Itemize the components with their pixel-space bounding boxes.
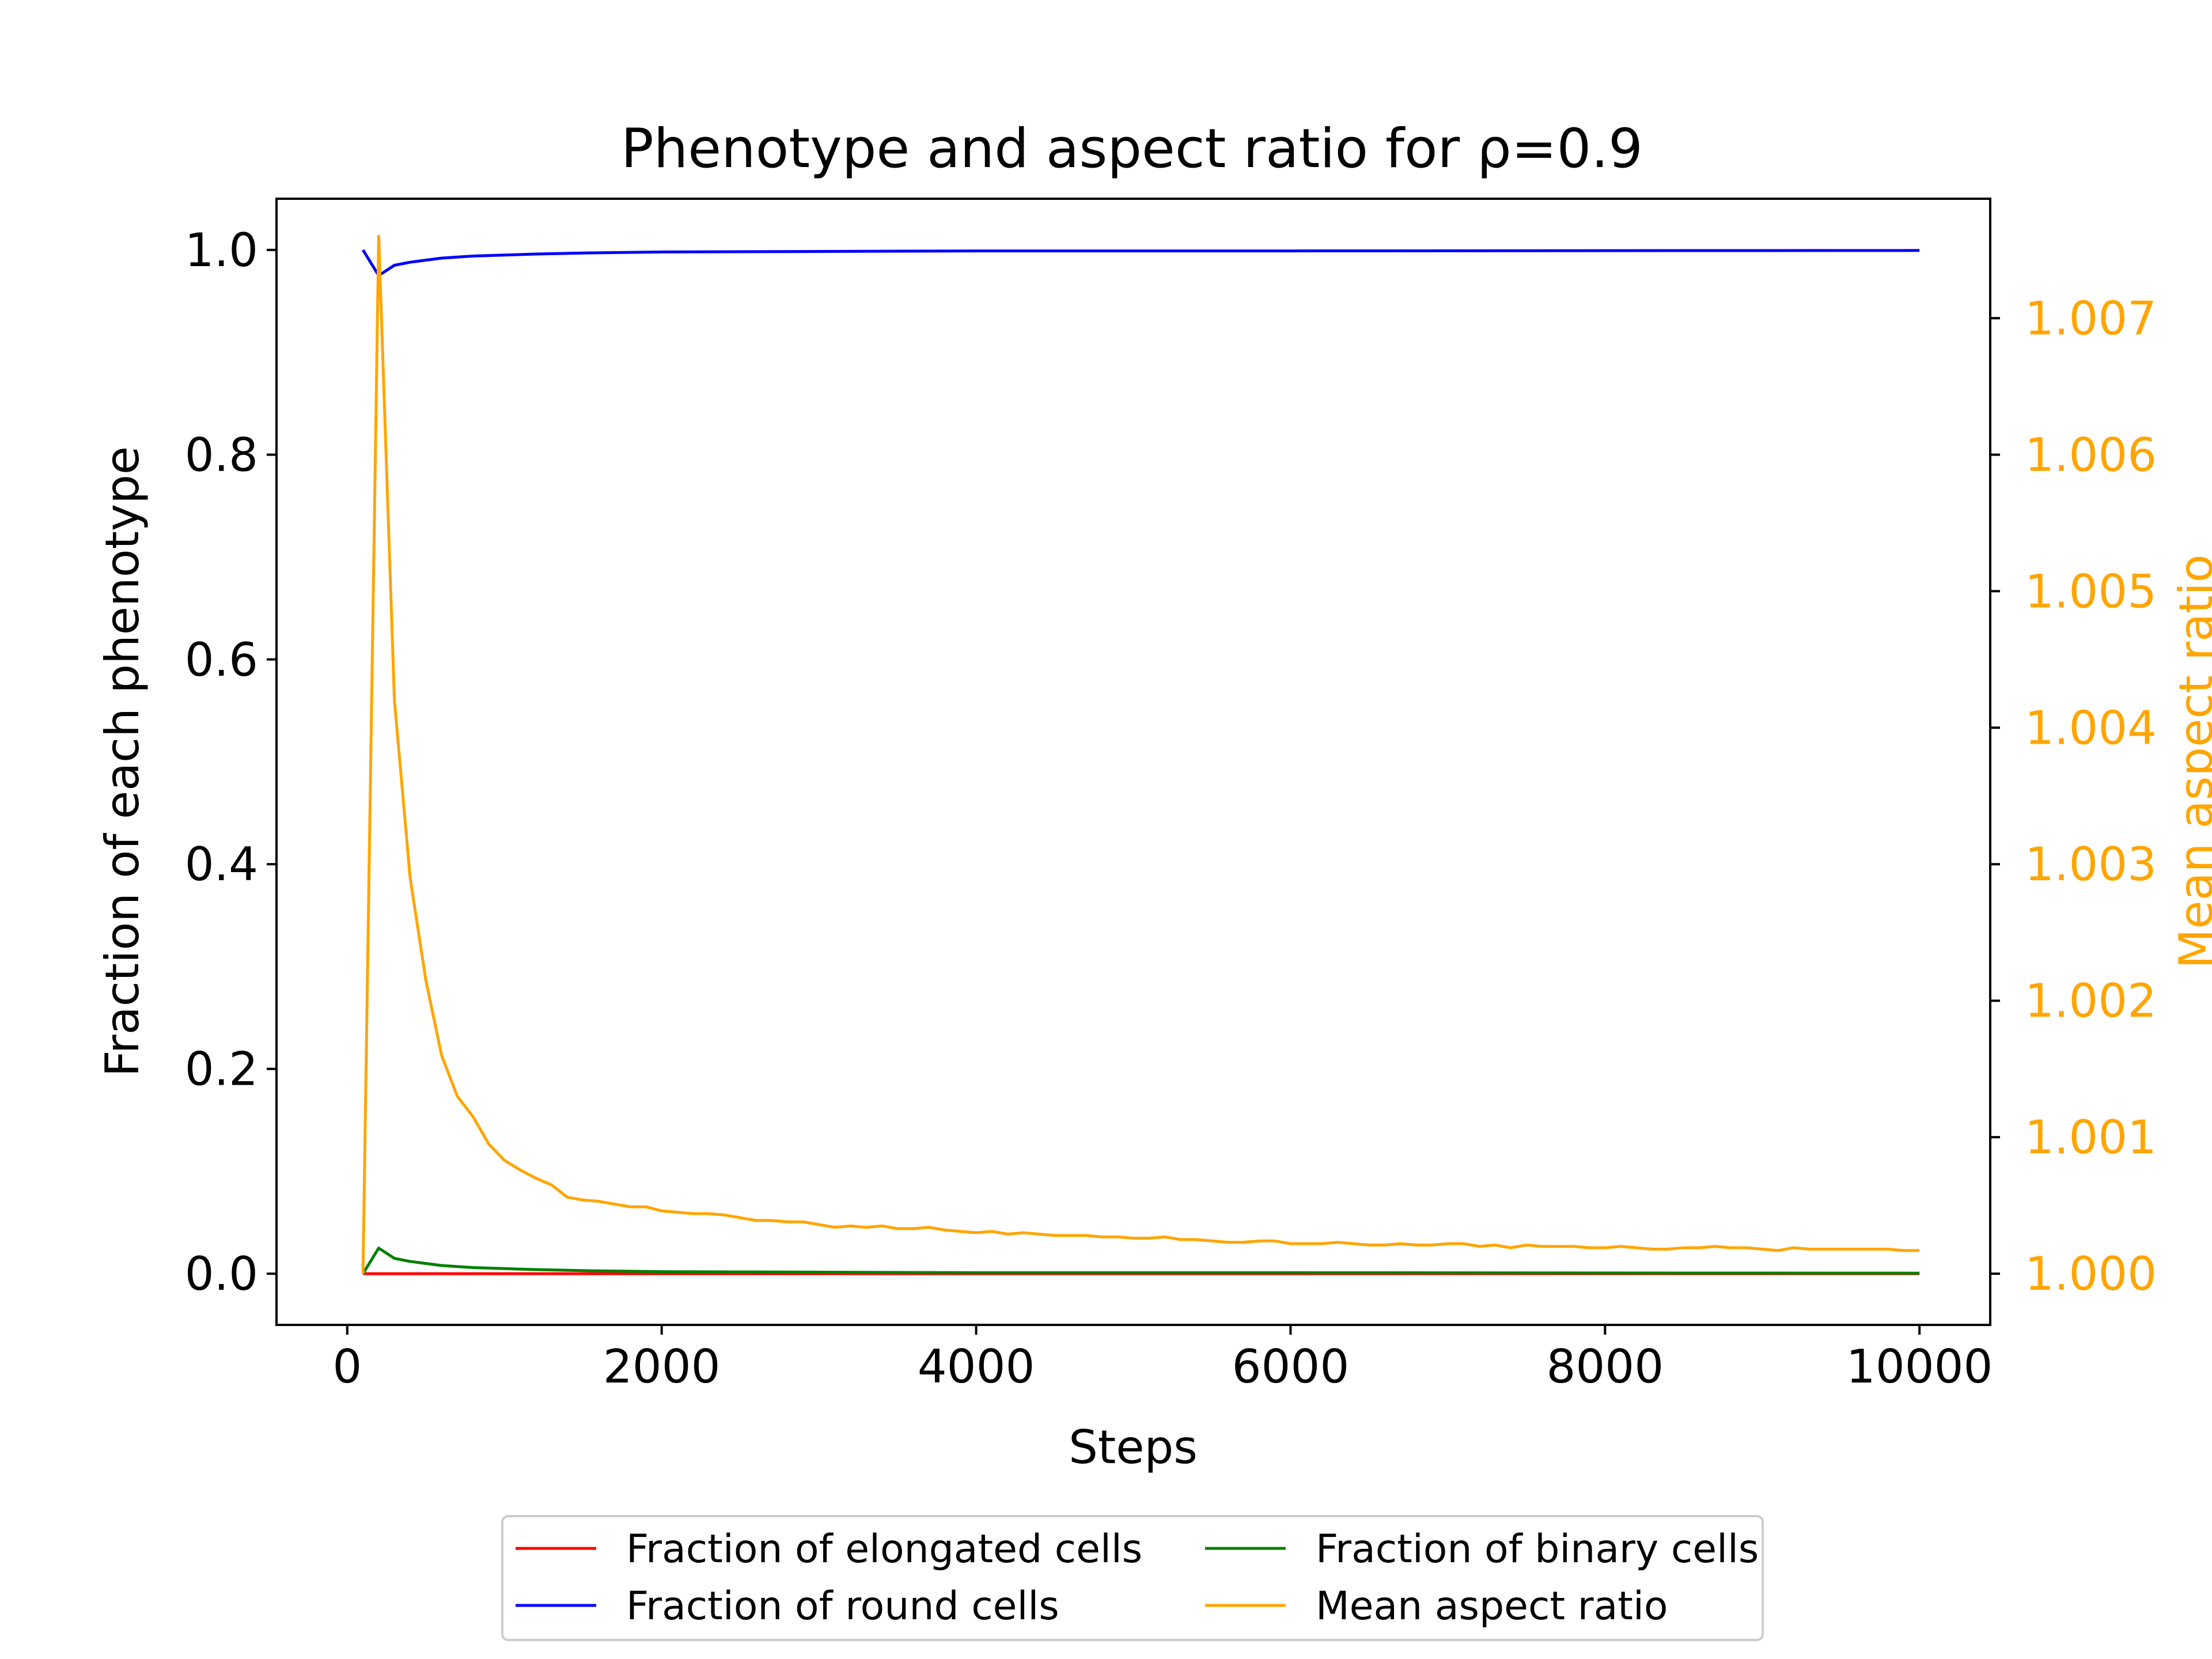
y2-tick-label: 1.004 bbox=[2025, 701, 2157, 755]
legend-box bbox=[501, 1515, 1764, 1641]
y-tick-label: 1.0 bbox=[185, 224, 258, 277]
y2-tick-label: 1.000 bbox=[2025, 1247, 2157, 1301]
x-axis-label: Steps bbox=[1069, 1421, 1198, 1474]
x-tick-label: 8000 bbox=[1547, 1340, 1664, 1393]
x-tick-label: 2000 bbox=[603, 1340, 721, 1393]
y2-tick-label: 1.003 bbox=[2025, 838, 2157, 891]
legend-label-elongated: Fraction of elongated cells bbox=[626, 1527, 1142, 1572]
y-tick-label: 0.2 bbox=[185, 1043, 258, 1096]
y2-tick-label: 1.005 bbox=[2025, 565, 2157, 618]
y-tick-label: 0.4 bbox=[185, 838, 258, 891]
y-tick-label: 0.0 bbox=[185, 1247, 258, 1301]
y-axis-left: 0.0 0.2 0.4 0.6 0.8 1.0 bbox=[185, 224, 276, 1301]
plot-frame bbox=[275, 198, 1991, 1326]
legend-label-round: Fraction of round cells bbox=[626, 1584, 1059, 1629]
y2-tick-label: 1.007 bbox=[2025, 291, 2157, 345]
x-tick-label: 10000 bbox=[1846, 1340, 1993, 1393]
y-axis-label: Fraction of each phenotype bbox=[96, 446, 149, 1077]
legend-label-aspect-ratio: Mean aspect ratio bbox=[1316, 1584, 1668, 1629]
x-tick-label: 4000 bbox=[918, 1340, 1035, 1393]
y-tick-label: 0.6 bbox=[185, 633, 258, 687]
series-group bbox=[361, 234, 1920, 1275]
y2-tick-label: 1.006 bbox=[2025, 428, 2157, 482]
y-tick-label: 0.8 bbox=[185, 428, 258, 482]
y2-axis-label: Mean aspect ratio bbox=[2169, 554, 2212, 968]
chart-title: Phenotype and aspect ratio for ρ=0.9 bbox=[621, 118, 1643, 180]
series-line-1 bbox=[361, 249, 1920, 277]
x-axis: 0 2000 4000 6000 8000 10000 bbox=[332, 1325, 1993, 1393]
x-tick-label: 0 bbox=[332, 1340, 362, 1393]
y2-tick-label: 1.002 bbox=[2025, 974, 2157, 1028]
y2-tick-label: 1.001 bbox=[2025, 1111, 2157, 1164]
x-tick-label: 6000 bbox=[1232, 1340, 1350, 1393]
y-axis-right: 1.000 1.001 1.002 1.003 1.004 1.005 1.006 1.007 bbox=[1990, 291, 2157, 1301]
series-line-3 bbox=[361, 234, 1920, 1274]
series-line-2 bbox=[361, 1247, 1920, 1275]
legend: Fraction of elongated cells Fraction of … bbox=[501, 1515, 1764, 1641]
legend-label-binary: Fraction of binary cells bbox=[1316, 1527, 1759, 1572]
